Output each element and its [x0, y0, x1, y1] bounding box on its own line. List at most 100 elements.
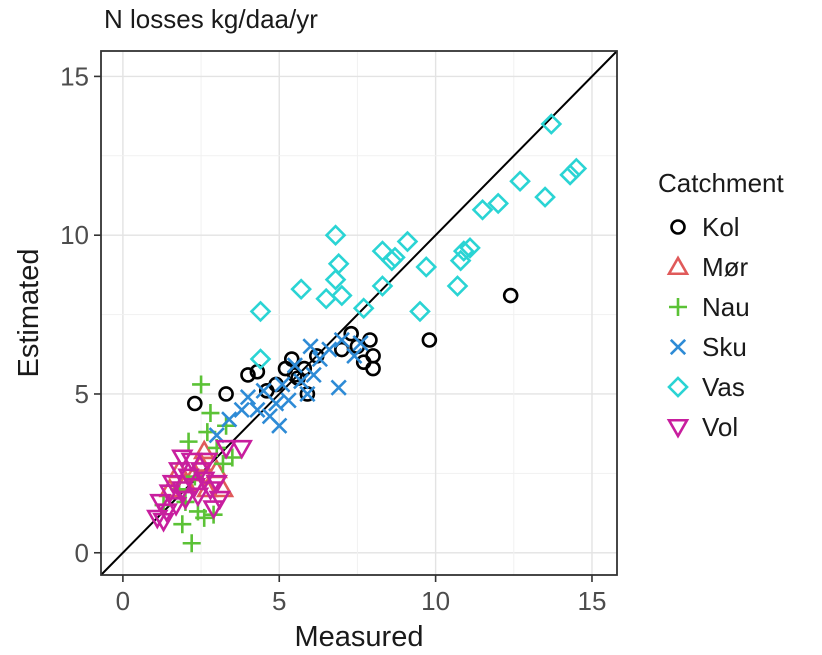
point-Kol — [240, 367, 256, 383]
y-tick-label: 15 — [60, 61, 89, 91]
x-tick-label: 0 — [116, 586, 130, 616]
point-Nau — [192, 375, 211, 394]
point-Sku — [302, 338, 319, 355]
point-Sku — [346, 347, 363, 364]
legend-key-Sku — [669, 338, 687, 356]
point-Vas — [396, 230, 419, 253]
point-Sku — [271, 417, 288, 434]
point-Sku — [233, 401, 250, 418]
point-Sku — [286, 357, 304, 374]
point-Vas — [330, 284, 353, 307]
legend-key-Vol — [666, 418, 690, 439]
legend-marker-Sku — [669, 338, 687, 356]
point-Sku — [274, 376, 291, 393]
point-Sku — [239, 389, 257, 406]
legend-label: Kol — [702, 211, 740, 242]
point-Vas — [452, 240, 475, 262]
point-Sku — [321, 341, 338, 358]
plot-panel-border — [100, 50, 618, 576]
point-Vas — [540, 113, 563, 135]
axis-ticks: 0 5 10 15 0 5 10 15 — [60, 61, 606, 616]
x-tick-label: 15 — [578, 586, 607, 616]
point-Sku — [293, 373, 310, 390]
legend-title: Catchment — [658, 168, 784, 198]
legend-item-Nau: Nau — [658, 287, 784, 327]
point-Mør — [192, 439, 216, 460]
point-Vol — [149, 493, 172, 514]
point-Vol — [152, 512, 175, 533]
point-Nau — [179, 432, 198, 451]
point-Kol — [218, 386, 234, 402]
legend-marker-Vas — [667, 376, 689, 398]
legend-key-Mør — [666, 255, 690, 276]
point-Sku — [352, 335, 369, 352]
point-Vas — [565, 157, 588, 180]
point-Vas — [415, 256, 438, 278]
series-Sku — [208, 331, 369, 444]
legend-key-Vas — [667, 376, 689, 398]
point-Vas — [471, 198, 494, 221]
point-Sku — [255, 382, 272, 399]
point-Sku — [299, 385, 316, 403]
point-Nau — [182, 534, 201, 553]
legend-key-Kol — [670, 219, 686, 235]
point-Vol — [183, 478, 207, 498]
point-Nau — [213, 454, 232, 473]
y-tick-label: 0 — [75, 538, 89, 568]
grid-lines — [101, 51, 617, 575]
legend-marker-Mør — [666, 255, 690, 276]
point-Vas — [249, 348, 272, 370]
point-Sku — [333, 331, 350, 349]
point-Vas — [487, 192, 510, 215]
point-Vol — [174, 490, 197, 511]
point-Vas — [446, 275, 469, 297]
point-Vas — [290, 278, 312, 301]
x-tick-label: 5 — [272, 586, 286, 616]
point-Vas — [352, 297, 375, 320]
point-Vol — [171, 449, 194, 470]
point-Vol — [155, 503, 178, 524]
point-Vol — [230, 439, 253, 460]
x-axis-label: Measured — [295, 621, 424, 653]
point-Vas — [509, 170, 531, 193]
point-Nau — [201, 404, 220, 423]
point-Sku — [330, 379, 347, 396]
point-Vas — [371, 240, 394, 262]
point-Vol — [146, 509, 169, 530]
point-Vol — [208, 490, 232, 511]
y-tick-label: 5 — [75, 379, 89, 409]
point-Vas — [324, 224, 347, 247]
point-Vol — [189, 462, 213, 482]
point-Nau — [204, 505, 223, 524]
point-Sku — [249, 401, 266, 418]
legend-item-Sku: Sku — [658, 327, 784, 367]
point-Vol — [186, 487, 210, 508]
legend-label: Nau — [702, 291, 750, 322]
point-Vas — [315, 287, 338, 310]
point-Sku — [221, 411, 238, 428]
legend-item-Vol: Vol — [658, 407, 784, 447]
x-tick-label: 10 — [421, 586, 450, 616]
point-Vol — [180, 452, 203, 473]
point-Nau — [173, 515, 192, 534]
point-Vas — [324, 268, 347, 291]
y-axis-label: Estimated — [13, 249, 45, 378]
point-Kol — [365, 360, 381, 377]
data-points — [146, 113, 588, 553]
point-Nau — [217, 416, 236, 435]
legend-label: Vas — [702, 371, 745, 402]
series-Vas — [249, 113, 588, 370]
legend-items: Kol Mør Nau Sku Vas Vol — [658, 207, 784, 447]
point-Vas — [534, 186, 556, 208]
y-tick-label: 10 — [60, 220, 89, 250]
point-Vol — [161, 474, 185, 495]
point-Vol — [177, 468, 200, 489]
point-Vol — [214, 439, 238, 460]
legend-key-Nau — [669, 298, 687, 316]
point-Kol — [421, 332, 438, 348]
legend-label: Vol — [702, 411, 739, 442]
point-Vas — [327, 252, 350, 275]
point-Vas — [409, 300, 431, 323]
point-Kol — [187, 395, 203, 412]
point-Kol — [502, 287, 519, 304]
